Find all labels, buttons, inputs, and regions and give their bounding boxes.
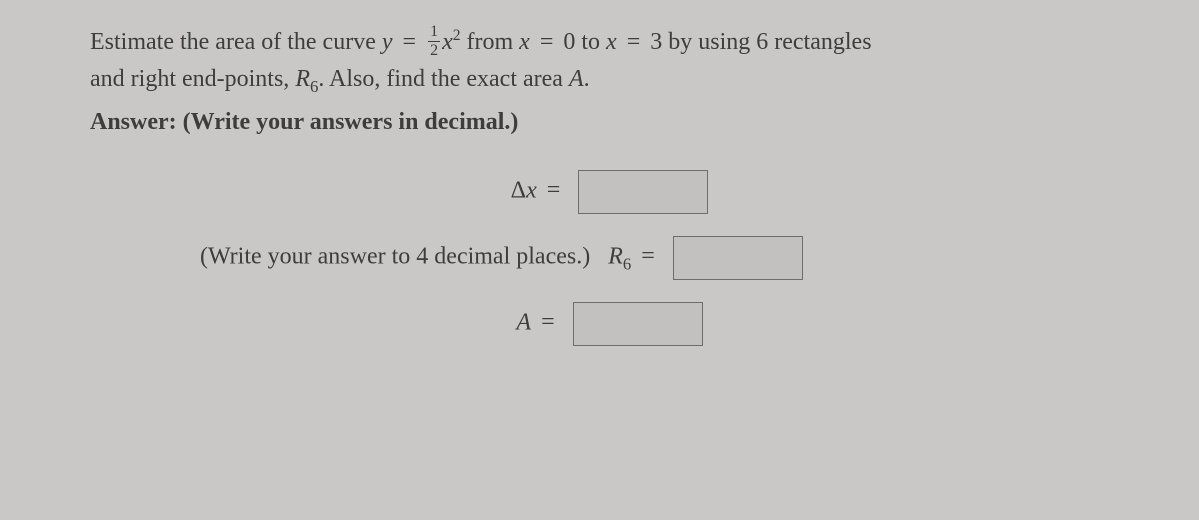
eq-1: = (403, 29, 417, 55)
frac-num: 1 (428, 24, 440, 42)
q-part2b: . Also, find the exact area (318, 66, 569, 92)
eq-2: = (540, 29, 554, 55)
x1-lhs: x (606, 29, 617, 55)
exponent: 2 (453, 27, 461, 44)
A-sym-q: A (569, 66, 584, 92)
answer-line: Answer: (Write your answers in decimal.) (90, 104, 1129, 141)
a-input[interactable] (573, 302, 703, 346)
x-var: x (442, 29, 453, 55)
dx-eq: = (547, 177, 561, 203)
delta-sym: Δ (511, 177, 526, 203)
dx-row: Δx = (90, 170, 1129, 214)
answer-label: Answer: (90, 109, 177, 135)
fraction-half: 1 2 (428, 24, 440, 59)
r6-input[interactable] (673, 236, 803, 280)
answer-hint: (Write your answers in decimal.) (177, 109, 519, 135)
a-eq: = (541, 309, 555, 335)
eq-3: = (627, 29, 641, 55)
dx-x: x (526, 177, 537, 203)
r6-R: R (608, 243, 623, 269)
by-text: by using 6 rectangles (662, 29, 871, 55)
r6-row: (Write your answer to 4 decimal places.)… (200, 236, 1129, 280)
y-var: y (382, 29, 393, 55)
q-part2c: . (584, 66, 590, 92)
A-label: A (516, 309, 531, 335)
a-row: A = (90, 302, 1129, 346)
q-part1: Estimate the area of the curve (90, 29, 382, 55)
x0-lhs: x (519, 29, 530, 55)
dx-input[interactable] (578, 170, 708, 214)
r6-sub: 6 (623, 254, 631, 273)
x0-rhs: 0 (563, 29, 575, 55)
r6-hint: (Write your answer to 4 decimal places.) (200, 243, 590, 269)
question-text: Estimate the area of the curve y = 1 2 x… (90, 24, 1129, 98)
r6-eq: = (641, 243, 655, 269)
x1-rhs: 3 (650, 29, 662, 55)
from-text: from (467, 29, 520, 55)
to-text: to (575, 29, 606, 55)
frac-den: 2 (428, 42, 440, 59)
q-part2a: and right end-points, (90, 66, 295, 92)
R-sym: R (295, 66, 310, 92)
